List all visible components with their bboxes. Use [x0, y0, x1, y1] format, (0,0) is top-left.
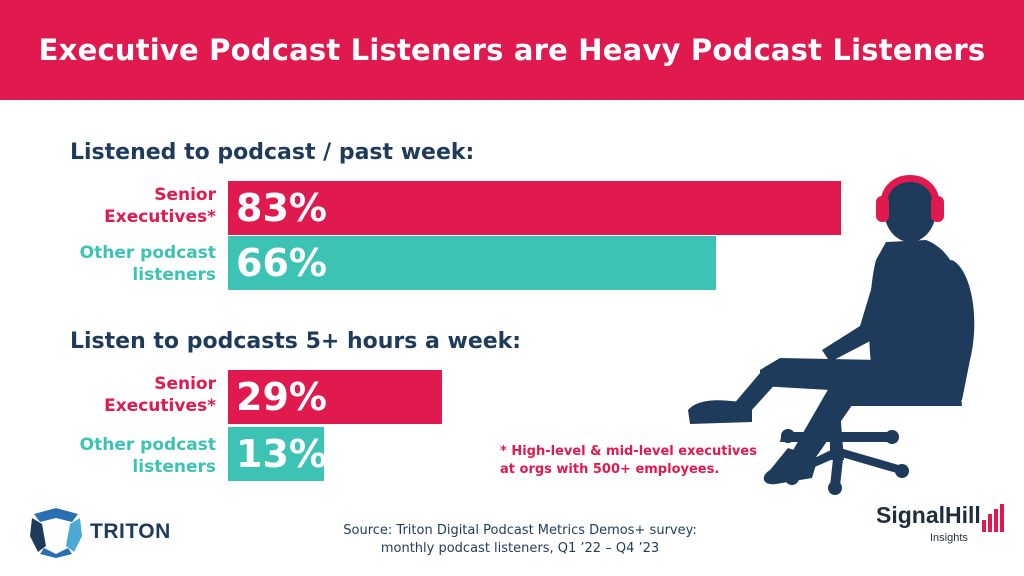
triton-wordmark: TRITON: [90, 520, 171, 543]
category-label-line: listeners: [132, 457, 216, 477]
footnote-line: * High-level & mid-level executives: [500, 444, 757, 459]
category-label-line: Other podcast: [79, 243, 216, 263]
chart1-bar-senior-executives: [228, 181, 841, 235]
chart1-data-label-senior: 83%: [236, 186, 327, 230]
footnote-line: at orgs with 500+ employees.: [500, 462, 720, 477]
signalhill-subtitle: Insights: [930, 532, 968, 544]
chart1-bar-other-listeners: [228, 236, 716, 290]
chart2-bar-senior-executives: [228, 370, 442, 424]
header-banner: Executive Podcast Listeners are Heavy Po…: [0, 0, 1024, 100]
triton-mark-icon: [30, 508, 82, 558]
chart1-category-label-senior: Senior Executives*: [104, 184, 216, 228]
chart2-title: Listen to podcasts 5+ hours a week:: [70, 329, 522, 354]
page-title: Executive Podcast Listeners are Heavy Po…: [38, 33, 986, 67]
chart2-category-label-other: Other podcast listeners: [80, 434, 216, 478]
source-line: monthly podcast listeners, Q1 ’22 – Q4 ’…: [380, 541, 660, 556]
chart2-data-label-senior: 29%: [236, 375, 327, 419]
source-note: Source: Triton Digital Podcast Metrics D…: [270, 522, 770, 558]
category-label-line: Executives*: [104, 396, 216, 416]
seated-person-with-headphones-icon: [688, 175, 975, 495]
chart1-data-label-other: 66%: [236, 241, 327, 285]
source-line: Source: Triton Digital Podcast Metrics D…: [343, 523, 697, 538]
triton-logo: TRITON: [28, 506, 171, 558]
chart2-bar-other-listeners: [228, 427, 324, 481]
chart1-category-label-other: Other podcast listeners: [80, 242, 216, 286]
footnote: * High-level & mid-level executives at o…: [500, 443, 757, 479]
category-label-line: Executives*: [104, 207, 216, 227]
category-label-line: listeners: [132, 265, 216, 285]
signalhill-wordmark: SignalHill: [876, 502, 981, 528]
signal-bars-icon: [982, 504, 1004, 532]
category-label-line: Senior: [154, 374, 216, 394]
chart2-category-label-senior: Senior Executives*: [104, 373, 216, 417]
category-label-line: Senior: [154, 185, 216, 205]
chart2-data-label-other: 13%: [236, 432, 327, 476]
signalhill-logo: SignalHill Insights: [876, 502, 1004, 544]
chart1-title: Listened to podcast / past week:: [70, 140, 475, 165]
category-label-line: Other podcast: [79, 435, 216, 455]
